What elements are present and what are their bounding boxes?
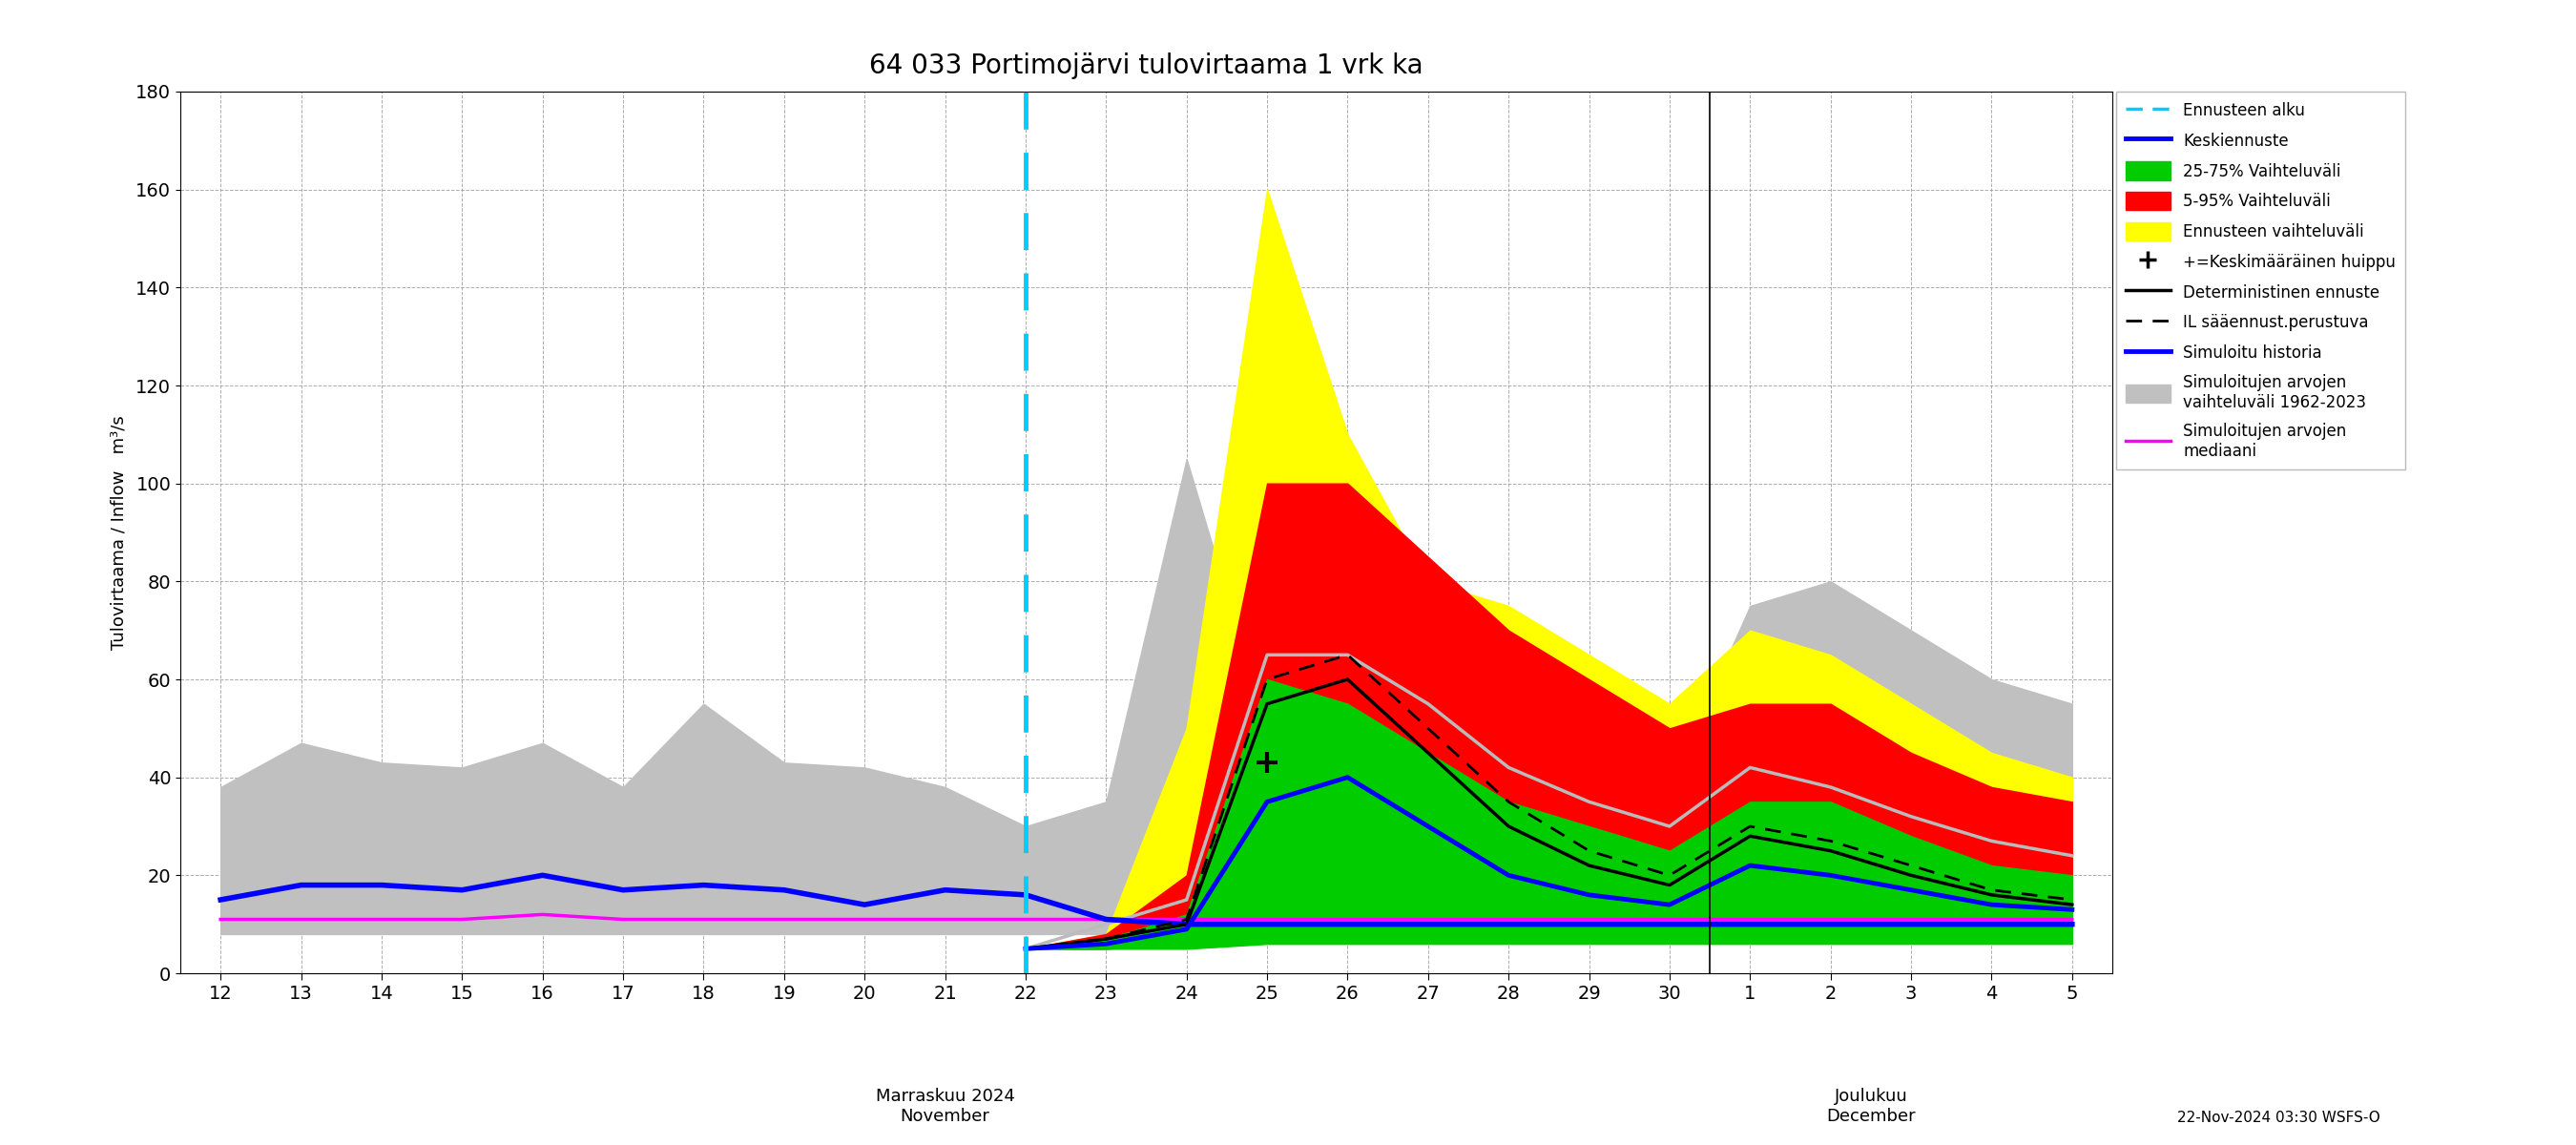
Text: Joulukuu
December: Joulukuu December: [1826, 1088, 1917, 1124]
Text: Marraskuu 2024
November: Marraskuu 2024 November: [876, 1088, 1015, 1124]
Legend: Ennusteen alku, Keskiennuste, 25-75% Vaihteluväli, 5-95% Vaihteluväli, Ennusteen: Ennusteen alku, Keskiennuste, 25-75% Vai…: [2117, 92, 2406, 469]
Text: 22-Nov-2024 03:30 WSFS-O: 22-Nov-2024 03:30 WSFS-O: [2177, 1111, 2380, 1124]
Y-axis label: Tulovirtaama / Inflow   m³/s: Tulovirtaama / Inflow m³/s: [111, 416, 129, 649]
Title: 64 033 Portimojärvi tulovirtaama 1 vrk ka: 64 033 Portimojärvi tulovirtaama 1 vrk k…: [868, 52, 1425, 79]
